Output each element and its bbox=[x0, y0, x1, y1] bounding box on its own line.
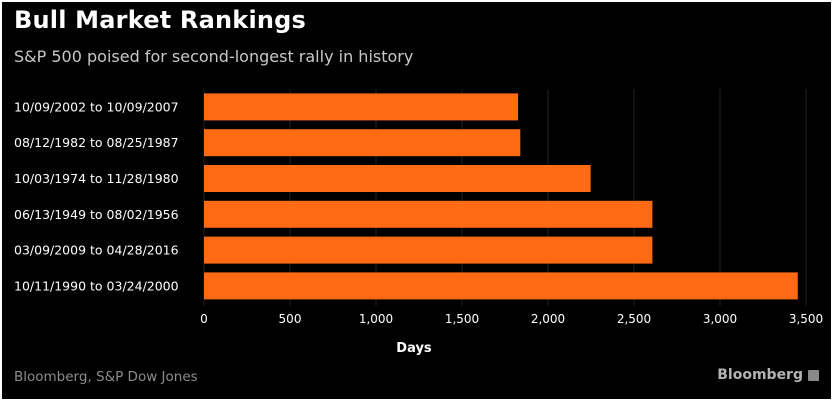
bar bbox=[204, 272, 798, 300]
category-label: 06/13/1949 to 08/02/1956 bbox=[14, 207, 179, 222]
chart-title: Bull Market Rankings bbox=[14, 6, 307, 34]
bar bbox=[204, 93, 519, 121]
x-tick-label: 500 bbox=[279, 312, 302, 326]
source-note: Bloomberg, S&P Dow Jones bbox=[14, 369, 198, 385]
bar bbox=[204, 200, 653, 228]
x-tick-label: 2,000 bbox=[531, 312, 565, 326]
bar bbox=[204, 236, 653, 264]
brand-name: Bloomberg bbox=[717, 367, 803, 383]
category-label: 03/09/2009 to 04/28/2016 bbox=[14, 243, 179, 258]
bar bbox=[204, 165, 591, 192]
x-tick-label: 1,000 bbox=[359, 312, 393, 326]
category-label: 10/03/1974 to 11/28/1980 bbox=[14, 171, 179, 186]
bars bbox=[204, 93, 798, 300]
x-tick-label: 3,000 bbox=[703, 312, 737, 326]
category-label: 08/12/1982 to 08/25/1987 bbox=[14, 135, 179, 150]
bloomberg-terminal-icon bbox=[808, 369, 819, 381]
brand-logo: Bloomberg bbox=[717, 367, 819, 383]
x-axis-label: Days bbox=[396, 341, 432, 356]
x-tick-label: 3,500 bbox=[789, 312, 823, 326]
x-tick-label: 1,500 bbox=[445, 312, 479, 326]
chart-subtitle: S&P 500 poised for second-longest rally … bbox=[14, 47, 414, 66]
category-labels: 10/09/2002 to 10/09/2007 08/12/1982 to 08… bbox=[14, 99, 179, 293]
x-tick-labels: 0 500 1,000 1,500 2,000 2,500 3,000 3,500 bbox=[200, 312, 823, 326]
gridlines bbox=[203, 89, 807, 306]
category-label: 10/11/1990 to 03/24/2000 bbox=[14, 278, 179, 293]
bar bbox=[204, 129, 521, 157]
category-label: 10/09/2002 to 10/09/2007 bbox=[14, 99, 179, 114]
x-tick-label: 0 bbox=[200, 312, 208, 326]
x-tick-label: 2,500 bbox=[617, 312, 651, 326]
